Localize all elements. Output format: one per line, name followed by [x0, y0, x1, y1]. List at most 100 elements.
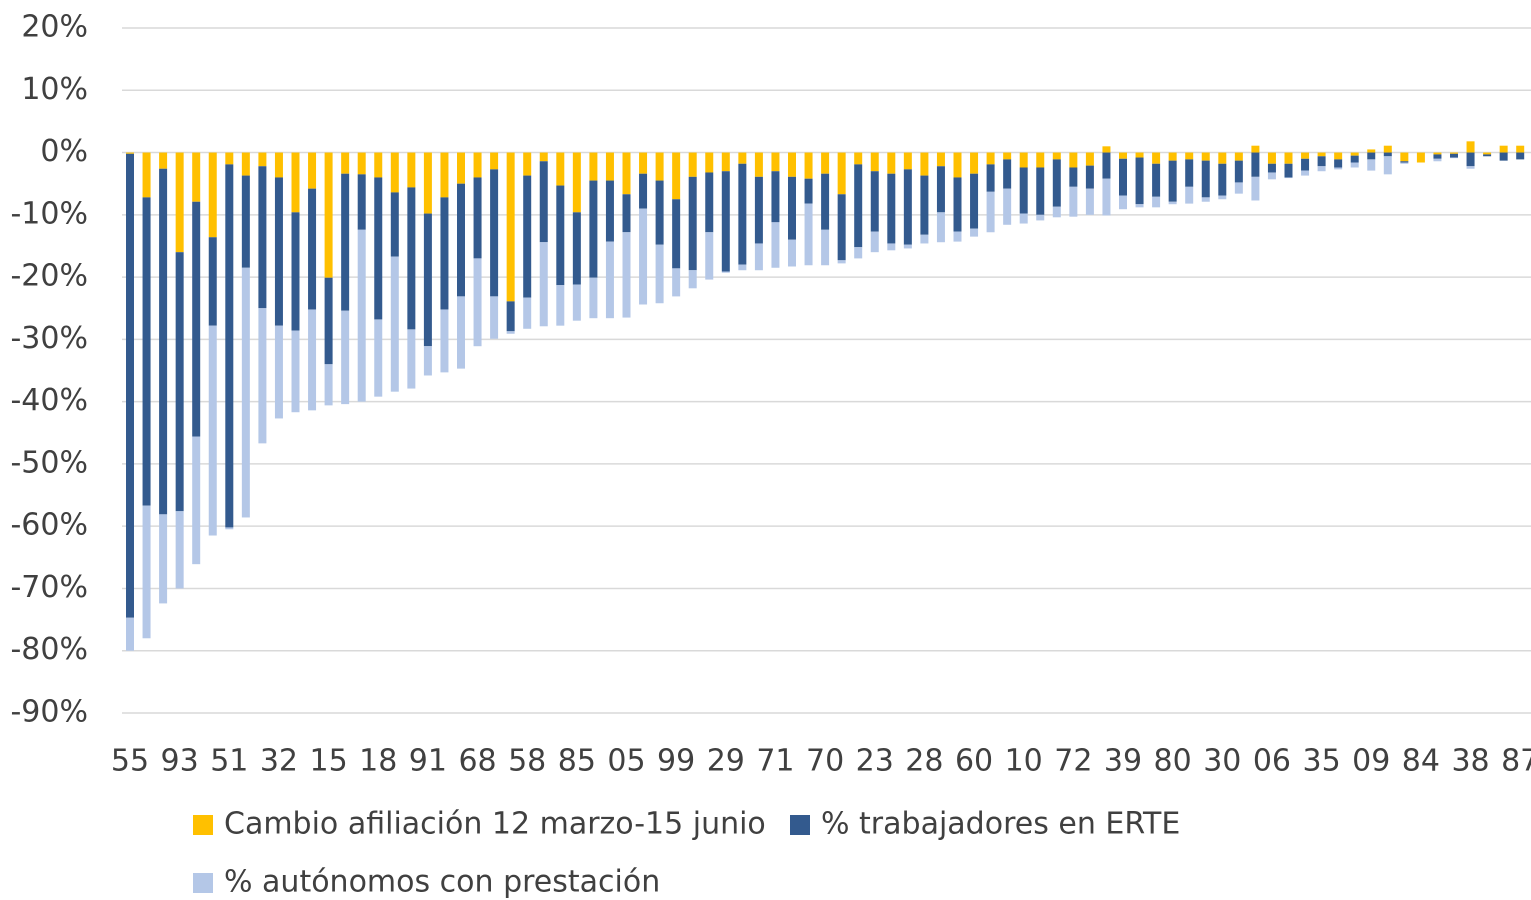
bar-segment [1301, 152, 1310, 159]
bar-segment [225, 152, 234, 165]
bar-segment [1284, 163, 1293, 178]
bar-segment [159, 514, 168, 604]
bar-segment [1350, 155, 1359, 163]
x-tick-label: 60 [955, 744, 993, 779]
bar-segment [721, 152, 730, 172]
bar-segment [622, 152, 631, 195]
bar-segment [308, 188, 317, 310]
bar-segment [407, 329, 416, 389]
bar-segment [1267, 172, 1276, 180]
bar-segment [1201, 197, 1210, 202]
bar-segment [754, 176, 763, 244]
bar-segment [374, 319, 383, 397]
bar-segment [738, 152, 747, 164]
bar-segment [225, 527, 234, 530]
bar-segment [655, 244, 664, 304]
bar-segment [1085, 165, 1094, 189]
bar-segment [556, 285, 565, 326]
bar-segment [804, 152, 813, 179]
bar-segment [1433, 152, 1442, 155]
bar-segment [440, 152, 449, 198]
bar-segment [1499, 145, 1508, 153]
bar-segment [1367, 152, 1376, 160]
bar-segment [1069, 167, 1078, 187]
bar-segment [1433, 158, 1442, 162]
bar-segment [1003, 159, 1012, 189]
bar-segment [407, 187, 416, 330]
bar-segment [821, 152, 830, 174]
bar-segment [639, 208, 648, 305]
bar-segment [1367, 159, 1376, 171]
bar-segment [1052, 152, 1061, 160]
bar-segment [1234, 182, 1243, 194]
bar-segment [1267, 163, 1276, 173]
bar-segment [1102, 146, 1111, 153]
bar-segment [1334, 152, 1343, 160]
bar-segment [1135, 204, 1144, 208]
bar-segment [605, 180, 614, 242]
bar-segment [1185, 152, 1194, 160]
bar-segment [1234, 160, 1243, 183]
bar-segment [1317, 166, 1326, 172]
bar-segment [324, 152, 333, 278]
x-tick-label: 93 [161, 744, 199, 779]
bar-segment [159, 152, 168, 169]
bar-segment [1135, 152, 1144, 158]
x-tick-label: 71 [756, 744, 794, 779]
bar-segment [175, 152, 184, 253]
x-tick-label: 10 [1005, 744, 1043, 779]
bar-segment [357, 229, 366, 402]
bar-segment [1450, 152, 1458, 154]
bar-segment [1433, 154, 1442, 159]
bar-segment [920, 234, 929, 244]
bar-segment [1450, 153, 1458, 158]
bar-segment [589, 277, 598, 319]
bar-segment [390, 152, 399, 193]
bar-segment [953, 152, 962, 178]
bar-segment [1036, 152, 1045, 168]
bar-segment [1218, 195, 1227, 200]
bar-segment [1383, 152, 1392, 157]
bar-segment [1383, 156, 1392, 175]
x-tick-label: 35 [1303, 744, 1341, 779]
bar-segment [341, 173, 350, 311]
x-tick-label: 99 [657, 744, 695, 779]
bar-segment [274, 177, 283, 326]
bar-segment [903, 244, 912, 249]
bar-segment [1251, 145, 1260, 153]
bar-segment [1102, 178, 1111, 216]
bar-segment [887, 173, 896, 244]
bar-segment [970, 228, 979, 237]
bar-segment [506, 301, 515, 332]
bar-segment [804, 178, 813, 204]
bar-segment [1483, 154, 1492, 157]
bar-segment [589, 152, 598, 181]
bar-segment [308, 309, 317, 411]
bar-segment [1119, 195, 1127, 210]
bar-segment [473, 177, 482, 259]
x-tick-label: 51 [210, 744, 248, 779]
bar-segment [1516, 152, 1525, 160]
bar-segment [390, 192, 399, 257]
bar-segment [539, 161, 548, 243]
bar-segment [672, 199, 681, 269]
bar-segment [1152, 152, 1161, 164]
bar-segment [738, 264, 747, 271]
bar-segment [175, 511, 184, 589]
bar-segment [986, 191, 995, 233]
y-tick-label: 10% [21, 72, 88, 107]
bar-segment [1201, 152, 1210, 161]
bar-segment [721, 171, 730, 272]
bar-segment [274, 325, 283, 419]
bar-segment [208, 237, 217, 326]
bar-segment [903, 152, 912, 170]
bar-segment [126, 617, 134, 651]
bar-segment [457, 183, 465, 297]
bar-segment [655, 152, 664, 181]
y-tick-label: -60% [10, 508, 88, 543]
y-tick-label: -40% [10, 383, 88, 418]
bar-segment [1400, 162, 1409, 164]
bar-segment [1317, 156, 1326, 167]
bar-segment [721, 271, 730, 273]
bar-segment [572, 152, 581, 213]
